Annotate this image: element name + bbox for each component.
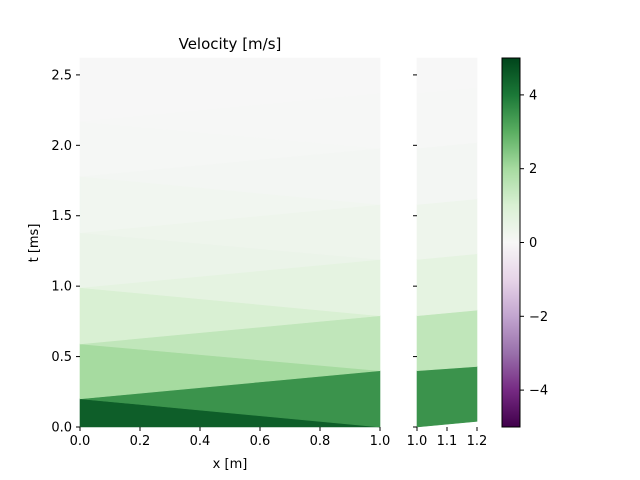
main-panel: Velocity [m/s] 0.0 0.2 0.4 0.6 0.8 1.0 0.0 0.5… (27, 35, 390, 472)
colorbar-tick-label: 4 (529, 88, 537, 103)
main-x-axis: 0.0 0.2 0.4 0.6 0.8 1.0 (70, 427, 391, 449)
side-velocity-band (416, 87, 478, 149)
main-velocity-field (79, 57, 381, 428)
side-y-axis (413, 74, 417, 428)
y-tick-label: 1.5 (51, 209, 72, 224)
main-x-tick-label: 0.0 (70, 434, 91, 449)
side-velocity-band (416, 57, 478, 94)
side-x-tick-label: 1.1 (437, 434, 458, 449)
y-tick-label: 0.0 (51, 421, 72, 436)
side-velocity-band (416, 253, 478, 317)
colorbar: −4 −2 0 2 4 (501, 57, 548, 428)
side-x-axis: 1.0 1.1 1.2 (407, 427, 488, 449)
x-axis-title: x [m] (213, 457, 248, 472)
colorbar-tick-label: −4 (529, 384, 548, 399)
side-velocity-band (416, 309, 478, 371)
colorbar-axis: −4 −2 0 2 4 (520, 88, 548, 399)
side-velocity-field (416, 57, 478, 428)
colorbar-tick-label: 0 (529, 236, 537, 251)
side-velocity-band (416, 366, 478, 428)
side-velocity-band (416, 198, 478, 260)
main-x-tick-label: 0.8 (310, 434, 331, 449)
main-velocity-band (79, 57, 381, 122)
side-velocity-band (416, 142, 478, 205)
y-axis-title: t [ms] (27, 224, 42, 263)
side-x-tick-label: 1.0 (407, 434, 428, 449)
colorbar-gradient (501, 57, 521, 428)
main-x-tick-label: 1.0 (370, 434, 391, 449)
chart-title: Velocity [m/s] (179, 35, 282, 53)
main-x-tick-label: 0.4 (190, 434, 211, 449)
y-tick-label: 1.0 (51, 280, 72, 295)
y-tick-label: 0.5 (51, 350, 72, 365)
colorbar-tick-label: −2 (529, 310, 548, 325)
y-tick-label: 2.5 (51, 68, 72, 83)
y-tick-label: 2.0 (51, 139, 72, 154)
main-x-tick-label: 0.2 (130, 434, 151, 449)
colorbar-tick-label: 2 (529, 162, 537, 177)
side-x-tick-label: 1.2 (467, 434, 488, 449)
main-x-tick-label: 0.6 (250, 434, 271, 449)
main-y-axis: 0.0 0.5 1.0 1.5 2.0 2.5 (51, 68, 80, 436)
side-panel: 1.0 1.1 1.2 (407, 57, 488, 449)
